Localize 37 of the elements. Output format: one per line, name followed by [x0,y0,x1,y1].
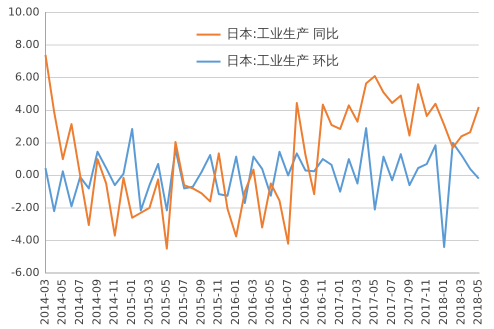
x-tick-label: 2018-05 [472,279,485,326]
x-tick-label: 2016-03 [246,279,260,326]
x-tick-label: 2016-11 [316,279,329,326]
x-tick-label: 2017-03 [350,279,364,326]
x-tick-label: 2017-09 [402,279,416,326]
y-tick-label: 0.00 [14,168,40,182]
y-tick-label: -6.00 [11,266,40,279]
x-tick-label: 2014-11 [108,279,121,326]
x-tick-label: 2016-07 [281,279,294,326]
x-tick-label: 2014-09 [90,279,104,326]
x-tick-label: 2018-01 [436,279,450,326]
x-tick-label: 2014-07 [73,279,86,326]
x-tick-label: 2014-03 [38,279,52,326]
y-tick-label: -2.00 [11,200,40,214]
x-tick-label: 2017-11 [420,279,433,326]
x-tick-label: 2015-05 [160,279,173,326]
y-tick-label: 2.00 [14,136,40,149]
x-tick-label: 2017-01 [333,279,346,326]
legend-label: 日本:工业生产 同比 [226,26,340,42]
x-tick-label: 2015-01 [125,279,138,326]
x-tick-label: 2016-09 [298,279,312,326]
y-tick-label: 6.00 [14,70,40,84]
x-tick-label: 2017-07 [385,279,398,326]
x-tick-label: 2017-05 [368,279,381,326]
y-tick-label: 4.00 [14,103,40,116]
x-tick-label: 2018-03 [454,279,468,326]
y-tick-label: -4.00 [11,233,40,246]
legend-label: 日本:工业生产 环比 [226,54,340,69]
x-tick-label: 2016-01 [229,279,242,326]
x-tick-label: 2015-07 [177,279,190,326]
x-tick-label: 2015-09 [194,279,208,326]
x-tick-label: 2014-05 [56,279,69,326]
x-tick-label: 2016-05 [264,279,277,326]
x-tick-label: 2015-03 [142,279,156,326]
y-tick-label: 10.00 [8,5,40,18]
y-tick-label: 8.00 [14,38,40,52]
x-tick-label: 2015-11 [212,279,225,326]
